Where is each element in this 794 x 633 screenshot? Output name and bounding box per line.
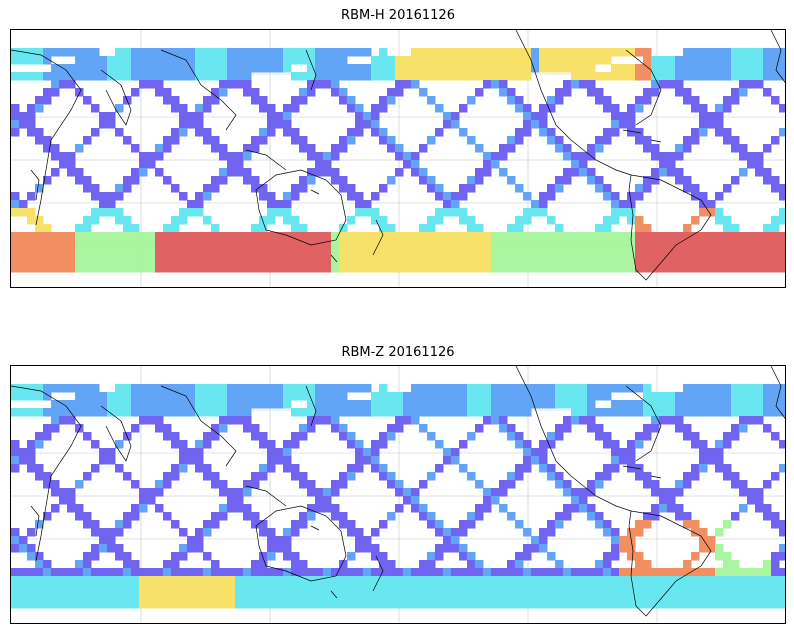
map-canvas-rbm-h (11, 30, 785, 287)
map-rbm-z (10, 365, 786, 624)
map-canvas-rbm-z (11, 366, 785, 623)
map-rbm-h (10, 29, 786, 288)
panel-title-rbm-z: RBM-Z 20161126 (341, 345, 455, 360)
panel-title-rbm-h: RBM-H 20161126 (341, 8, 455, 23)
